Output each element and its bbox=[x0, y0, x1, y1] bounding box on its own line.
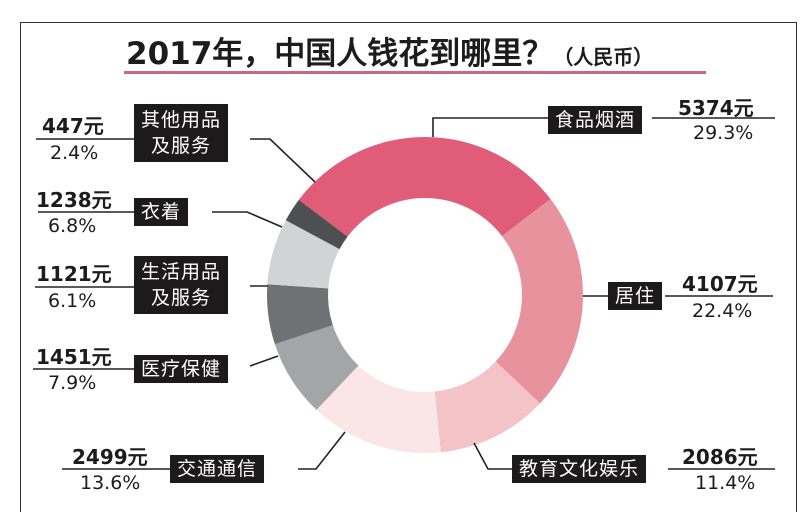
label-other-line2: 及服务 bbox=[151, 135, 212, 157]
leader-education bbox=[473, 442, 512, 470]
pct-daily: 6.1% bbox=[48, 290, 97, 312]
pct-medical: 7.9% bbox=[48, 372, 97, 394]
donut-slice bbox=[267, 284, 333, 345]
label-food: 食品烟酒 bbox=[548, 106, 643, 134]
title-unit: （人民币） bbox=[553, 45, 654, 69]
leader-lines bbox=[33, 117, 775, 470]
value-education: 2086元 bbox=[682, 445, 758, 469]
pct-clothing: 6.8% bbox=[48, 215, 97, 237]
label-housing: 居住 bbox=[608, 282, 663, 310]
donut-slice bbox=[298, 136, 551, 237]
title-main: 2017年，中国人钱花到哪里？ bbox=[126, 36, 554, 72]
value-medical: 1451元 bbox=[36, 345, 112, 369]
donut-slice bbox=[316, 365, 441, 453]
leader-clothing bbox=[212, 211, 283, 228]
chart-frame bbox=[20, 22, 797, 512]
label-transport: 交通通信 bbox=[170, 455, 265, 483]
pct-other: 2.4% bbox=[50, 142, 99, 164]
label-daily-line2: 及服务 bbox=[151, 287, 212, 309]
pct-food: 29.3% bbox=[693, 122, 754, 144]
value-other: 447元 bbox=[42, 114, 104, 138]
donut-chart bbox=[33, 117, 775, 470]
label-education: 教育文化娱乐 bbox=[512, 455, 647, 483]
value-clothing: 1238元 bbox=[36, 188, 112, 212]
label-other: 其他用品 及服务 bbox=[134, 104, 229, 162]
donut-slice bbox=[434, 361, 541, 453]
value-daily: 1121元 bbox=[36, 262, 112, 286]
title-underline bbox=[124, 71, 706, 74]
value-housing: 4107元 bbox=[682, 272, 758, 296]
chart-title: 2017年，中国人钱花到哪里？（人民币） bbox=[126, 28, 654, 72]
value-food: 5374元 bbox=[678, 96, 754, 120]
label-clothing: 衣着 bbox=[134, 198, 189, 226]
leader-medical bbox=[249, 355, 279, 367]
donut-slice bbox=[274, 325, 359, 410]
leader-other bbox=[250, 138, 316, 183]
donut-slice bbox=[495, 199, 583, 404]
label-other-line1: 其他用品 bbox=[141, 109, 222, 131]
value-transport: 2499元 bbox=[72, 445, 148, 469]
pct-housing: 22.4% bbox=[692, 300, 753, 322]
leader-transport bbox=[298, 431, 346, 470]
pct-transport: 13.6% bbox=[80, 472, 141, 494]
pct-education: 11.4% bbox=[695, 472, 756, 494]
donut-slices bbox=[267, 136, 583, 453]
label-daily-line1: 生活用品 bbox=[141, 261, 222, 283]
leader-food bbox=[432, 117, 548, 137]
donut-slice bbox=[267, 220, 340, 289]
label-medical: 医疗保健 bbox=[134, 355, 229, 383]
donut-slice bbox=[285, 199, 348, 250]
label-daily: 生活用品 及服务 bbox=[134, 256, 229, 314]
